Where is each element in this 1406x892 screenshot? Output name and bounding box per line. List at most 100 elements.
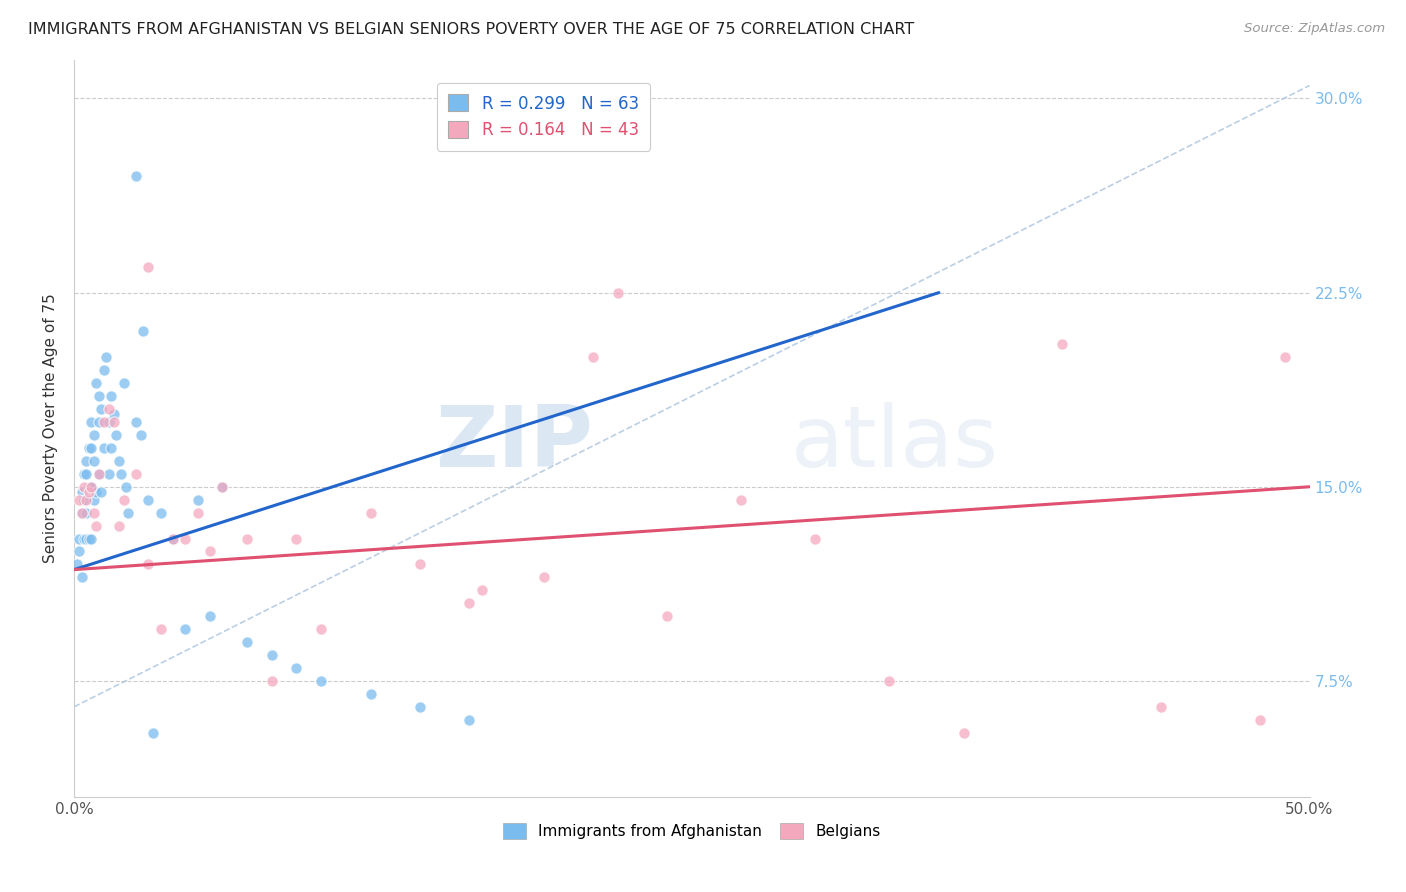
Point [125,169,148,183]
Point [730,492,752,507]
Point [86,518,108,533]
Point [187,506,209,520]
Point [73,480,96,494]
Point [97,402,120,417]
Point [86,376,108,391]
Point [198,544,221,558]
Point [211,480,233,494]
Point [93,363,115,377]
Point [112,492,135,507]
Text: atlas: atlas [790,401,998,484]
Point [86,485,108,500]
Point [533,570,555,584]
Point [162,532,184,546]
Point [80,415,103,429]
Point [136,260,159,274]
Point [90,485,112,500]
Point [115,480,138,494]
Point [97,467,120,481]
Point [93,441,115,455]
Point [103,407,125,421]
Point [83,506,105,520]
Point [655,609,678,624]
Y-axis label: Seniors Poverty Over the Age of 75: Seniors Poverty Over the Age of 75 [44,293,58,564]
Point [75,492,97,507]
Point [83,428,105,442]
Point [107,454,129,468]
Point [105,428,128,442]
Point [96,351,118,365]
Point [149,506,172,520]
Point [75,532,97,546]
Point [103,415,125,429]
Point [360,687,382,701]
Point [93,415,115,429]
Point [75,454,97,468]
Point [87,415,110,429]
Point [110,467,132,481]
Point [136,558,159,572]
Point [260,648,283,662]
Point [75,467,97,481]
Point [458,596,481,610]
Point [174,532,197,546]
Point [77,480,100,494]
Point [879,673,901,688]
Point [471,583,494,598]
Point [80,441,103,455]
Point [309,622,332,636]
Point [149,622,172,636]
Point [75,506,97,520]
Point [112,376,135,391]
Point [100,441,122,455]
Point [100,389,122,403]
Point [77,532,100,546]
Point [87,467,110,481]
Point [107,518,129,533]
Point [117,506,139,520]
Point [70,570,93,584]
Point [136,492,159,507]
Point [458,713,481,727]
Point [80,532,103,546]
Point [260,673,283,688]
Point [70,506,93,520]
Point [211,480,233,494]
Legend: Immigrants from Afghanistan, Belgians: Immigrants from Afghanistan, Belgians [496,817,887,845]
Point [77,441,100,455]
Point [67,544,90,558]
Point [174,622,197,636]
Text: Source: ZipAtlas.com: Source: ZipAtlas.com [1244,22,1385,36]
Text: IMMIGRANTS FROM AFGHANISTAN VS BELGIAN SENIORS POVERTY OVER THE AGE OF 75 CORREL: IMMIGRANTS FROM AFGHANISTAN VS BELGIAN S… [28,22,914,37]
Point [236,635,259,649]
Point [285,661,308,675]
Point [67,532,90,546]
Point [65,558,87,572]
Point [1150,699,1173,714]
Point [582,351,605,365]
Point [97,415,120,429]
Point [285,532,308,546]
Point [90,402,112,417]
Point [309,673,332,688]
Point [952,725,974,739]
Point [77,485,100,500]
Point [132,325,155,339]
Point [83,454,105,468]
Point [87,467,110,481]
Point [162,532,184,546]
Point [142,725,165,739]
Point [73,492,96,507]
Point [409,699,432,714]
Point [1249,713,1271,727]
Point [606,285,628,300]
Point [125,415,148,429]
Point [73,532,96,546]
Point [236,532,259,546]
Point [409,558,432,572]
Point [187,492,209,507]
Point [1274,351,1296,365]
Point [125,467,148,481]
Point [1052,337,1074,351]
Point [87,389,110,403]
